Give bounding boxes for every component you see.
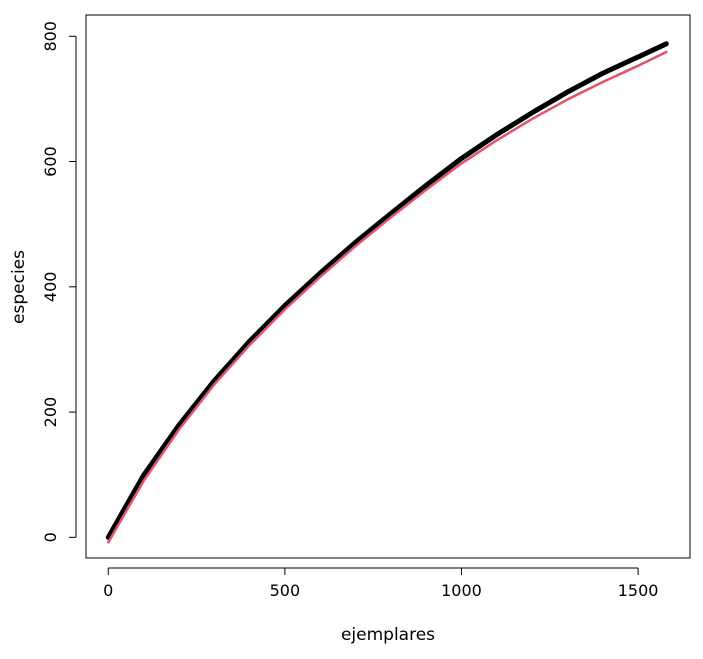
- x-tick-label: 500: [270, 581, 301, 600]
- x-tick-label: 1500: [618, 581, 659, 600]
- y-axis-label: especies: [9, 250, 29, 324]
- y-tick-label: 200: [41, 397, 60, 428]
- series-line: [105, 41, 669, 540]
- x-tick-label: 1000: [441, 581, 482, 600]
- y-tick-label: 600: [41, 146, 60, 177]
- series-line: [107, 50, 668, 544]
- y-tick-label: 0: [41, 532, 60, 542]
- x-axis-label: ejemplares: [341, 625, 435, 645]
- x-tick-label: 0: [103, 581, 113, 600]
- y-tick-label: 400: [41, 272, 60, 303]
- plot-frame: [85, 14, 691, 559]
- y-tick-label: 800: [41, 21, 60, 52]
